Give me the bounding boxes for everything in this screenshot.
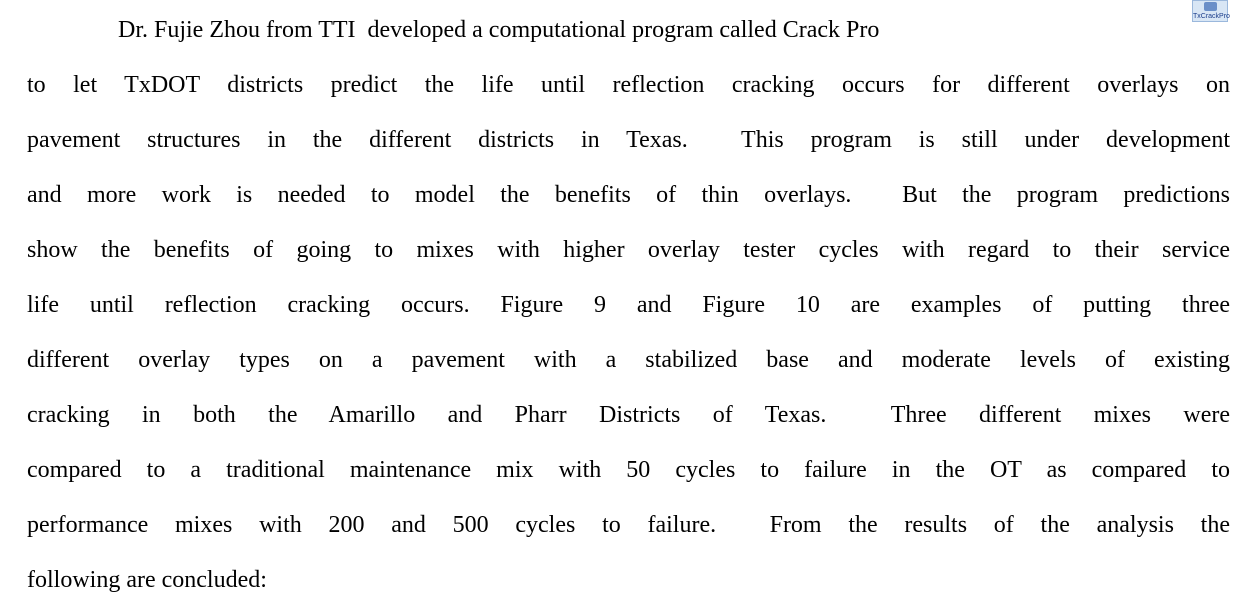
text-line: pavement structures in the different dis… — [27, 127, 1230, 153]
text-line: cracking in both the Amarillo and Pharr … — [27, 402, 1230, 428]
paragraph: Dr. Fujie Zhou from TTI developed a comp… — [27, 3, 1230, 608]
app-icon[interactable]: TxCrackPro — [1192, 0, 1230, 22]
text-line: performance mixes with 200 and 500 cycle… — [27, 512, 1230, 538]
text-line: and more work is needed to model the ben… — [27, 182, 1230, 208]
text-line: Dr. Fujie Zhou from TTI developed a comp… — [118, 17, 880, 43]
text-line: compared to a traditional maintenance mi… — [27, 457, 1230, 483]
text-line: different overlay types on a pavement wi… — [27, 347, 1230, 373]
text-line: to let TxDOT districts predict the life … — [27, 72, 1230, 98]
icon-image — [1204, 2, 1217, 11]
text-line: show the benefits of going to mixes with… — [27, 237, 1230, 263]
text-line: life until reflection cracking occurs. F… — [27, 292, 1230, 318]
icon-label: TxCrackPro — [1193, 13, 1230, 20]
page: {"paragraph": {"lines": [ "Dr. Fujie Zho… — [27, 0, 1230, 593]
text-line: following are concluded: — [27, 567, 267, 593]
